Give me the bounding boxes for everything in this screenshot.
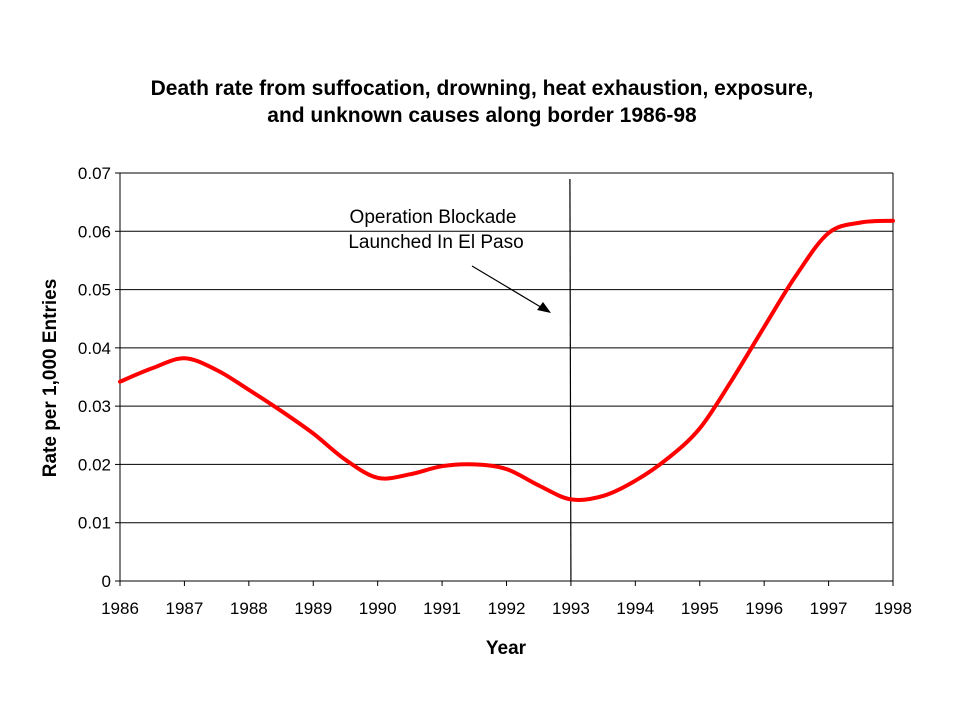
data-point	[279, 409, 283, 412]
data-point	[634, 479, 637, 482]
reference-line-1993	[569, 178, 572, 582]
x-tick-label: 1987	[166, 599, 204, 618]
chart-title-line-2: and unknown causes along border 1986-98	[267, 104, 697, 127]
data-point	[730, 378, 734, 382]
data-point	[151, 367, 154, 370]
y-tick-label: 0.07	[78, 164, 111, 183]
series-line	[118, 218, 895, 503]
x-tick-label: 1995	[681, 599, 719, 618]
y-tick-label: 0.02	[78, 455, 111, 474]
data-point	[118, 380, 122, 383]
data-point	[859, 221, 862, 224]
y-axis-ticks: 0 0.01 0.02 0.03 0.04 0.05 0.06 0.07	[78, 164, 120, 591]
annotation-arrow-shaft	[471, 265, 545, 310]
x-tick-label: 1988	[230, 599, 268, 618]
data-point	[601, 494, 605, 498]
y-tick-label: 0.03	[78, 397, 111, 416]
x-tick-label: 1989	[294, 599, 332, 618]
y-tick-label: 0.01	[78, 514, 111, 533]
x-tick-label: 1997	[810, 599, 848, 618]
x-tick-label: 1998	[874, 599, 912, 618]
annotation-text-line-2: Launched In El Paso	[348, 232, 523, 253]
data-point	[183, 357, 186, 360]
data-point	[537, 484, 540, 487]
chart-title-line-1: Death rate from suffocation, drowning, h…	[151, 77, 814, 100]
x-tick-label: 1992	[488, 599, 526, 618]
data-point	[666, 457, 669, 460]
y-axis-title: Rate per 1,000 Entries	[40, 279, 61, 478]
data-point	[505, 467, 508, 471]
data-point	[473, 463, 476, 466]
y-tick-label: 0.06	[78, 222, 111, 241]
annotation-text-line-1: Operation Blockade	[350, 207, 517, 228]
y-tick-label: 0	[102, 572, 111, 591]
data-point	[376, 476, 379, 479]
data-point	[891, 219, 895, 222]
data-point	[408, 473, 412, 476]
x-tick-label: 1990	[359, 599, 397, 618]
x-axis-ticks: 1986 1987 1988 1989 1990 1991 1992 1993 1994 1995…	[101, 581, 912, 618]
data-point	[763, 325, 766, 329]
x-axis-title: Year	[486, 638, 527, 659]
data-point	[344, 458, 347, 461]
annotation: Operation Blockade Launched In El Paso	[348, 178, 572, 582]
x-tick-label: 1986	[101, 599, 139, 618]
x-tick-label: 1994	[616, 599, 654, 618]
gridlines	[120, 172, 893, 524]
x-tick-label: 1993	[552, 599, 590, 618]
data-point	[569, 498, 573, 501]
data-point	[440, 465, 444, 468]
data-point	[698, 427, 701, 430]
annotation-arrow-head	[537, 302, 551, 313]
data-point	[312, 432, 315, 435]
data-point	[215, 368, 218, 372]
y-tick-label: 0.04	[78, 339, 111, 358]
y-tick-label: 0.05	[78, 281, 111, 300]
data-point	[247, 388, 250, 391]
data-point	[827, 231, 830, 235]
data-point	[795, 273, 798, 277]
series	[118, 218, 895, 503]
x-tick-label: 1991	[423, 599, 461, 618]
x-tick-label: 1996	[745, 599, 783, 618]
